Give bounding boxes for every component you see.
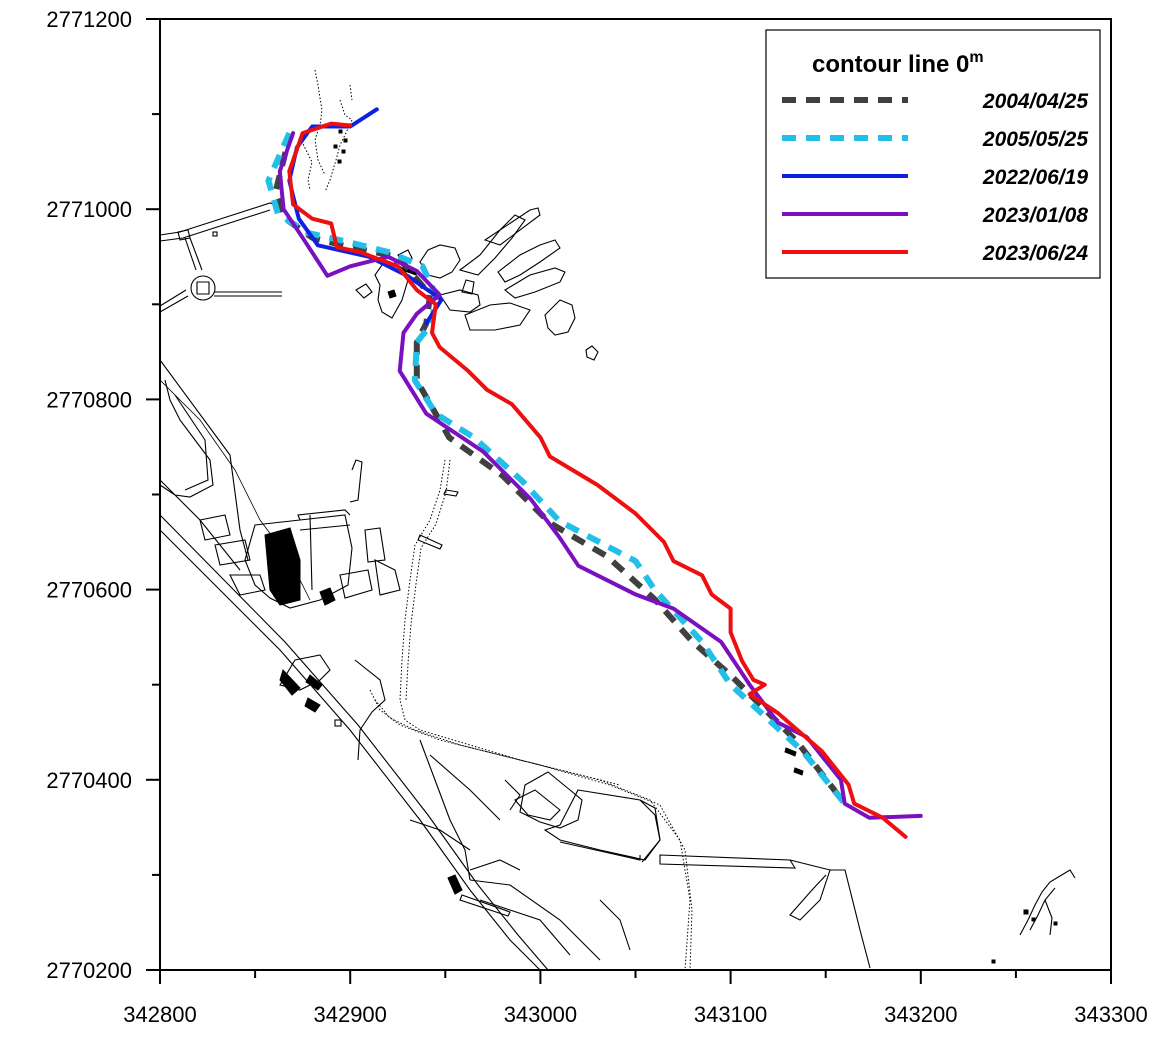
legend-title-text: contour line 0 <box>812 51 969 78</box>
legend-label-2005-05-25: 2005/05/25 <box>982 128 1088 151</box>
legend-entries: 2004/04/25 2005/05/25 2022/06/19 2023/01/08… <box>782 90 1088 265</box>
legend-label-2023-01-08: 2023/01/08 <box>982 204 1088 227</box>
x-tick-label: 343200 <box>884 1002 957 1027</box>
contour-line-2023-06-24 <box>287 121 908 839</box>
inland-roads <box>354 459 621 881</box>
axes: 342800 342900 343000 343100 343200 343300 277… <box>46 7 1147 1027</box>
basemap <box>159 69 1076 971</box>
legend-label-2004-04-25: 2004/04/25 <box>982 90 1088 113</box>
y-tick-label: 2770200 <box>46 958 132 983</box>
rocks-east <box>991 869 1076 964</box>
y-tick-label: 2771200 <box>46 7 132 32</box>
legend-title-superscript: m <box>969 49 983 66</box>
y-tick-label: 2770800 <box>46 387 132 412</box>
building-cluster-west <box>199 459 401 727</box>
legend: contour line 0m 2004/04/25 2005/05/25 2022… <box>765 29 1101 279</box>
x-tick-label: 343100 <box>694 1002 767 1027</box>
y-tick-label: 2771000 <box>46 197 132 222</box>
legend-label-2022-06-19: 2022/06/19 <box>982 166 1088 189</box>
breakwater-markers <box>387 264 804 776</box>
y-tick-label: 2770600 <box>46 578 132 603</box>
y-axis: 2770200 2770400 2770600 2770800 2771000 27712… <box>46 7 160 983</box>
x-tick-label: 342900 <box>313 1002 386 1027</box>
legend-label-2023-06-24: 2023/06/24 <box>982 242 1088 265</box>
y-tick-label: 2770400 <box>46 768 132 793</box>
x-tick-label: 343000 <box>504 1002 577 1027</box>
contour-line-2004-04-25 <box>273 151 848 806</box>
x-tick-label: 342800 <box>123 1002 196 1027</box>
contour-series <box>265 107 923 839</box>
roundabout-road <box>159 202 282 313</box>
x-axis: 342800 342900 343000 343100 343200 343300 <box>123 970 1148 1027</box>
legend-title: contour line 0m <box>812 49 984 78</box>
legend-box <box>765 29 1101 279</box>
x-tick-label: 343300 <box>1074 1002 1147 1027</box>
coastal-road <box>159 359 549 971</box>
contour-line-2005-05-25 <box>265 131 848 806</box>
rocky-outcrop-north <box>299 69 353 193</box>
harbour-basin <box>369 689 871 971</box>
rock-islands <box>355 207 599 361</box>
